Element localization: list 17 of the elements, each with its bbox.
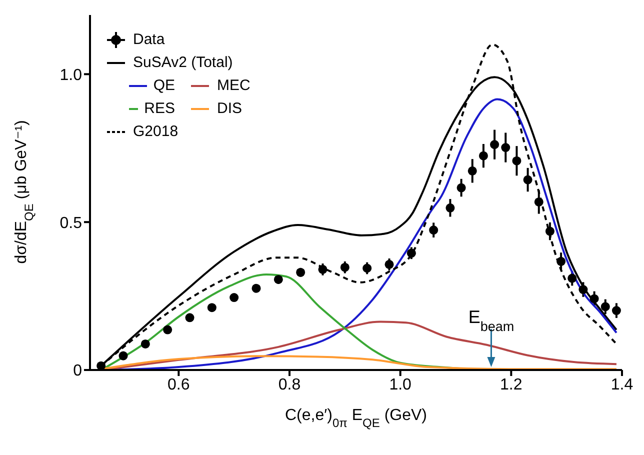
legend-label: G2018	[133, 123, 178, 140]
legend-label: RES	[144, 100, 175, 117]
x-axis-title: C(e,e′)$_{0π}$ E$_{QE}$ (GeV)	[285, 407, 427, 430]
legend-label: MEC	[217, 77, 250, 94]
legend-label: DIS	[217, 100, 242, 117]
x-tick-label: 1.2	[500, 376, 522, 394]
annotation: E$_{beam}$	[468, 307, 514, 334]
y-tick-label: 0.5	[60, 214, 82, 232]
y-tick-label: 1.0	[60, 66, 82, 84]
x-tick-label: 1.4	[610, 376, 634, 394]
legend-label: Data	[133, 31, 165, 48]
x-tick-label: 0.6	[168, 376, 190, 394]
x-tick-label: 1.0	[389, 376, 412, 394]
x-tick-label: 0.8	[278, 376, 301, 394]
legend-label: QE	[153, 77, 175, 94]
legend-label: SuSAv2 (Total)	[133, 54, 233, 71]
y-tick-label: 0	[73, 362, 82, 380]
